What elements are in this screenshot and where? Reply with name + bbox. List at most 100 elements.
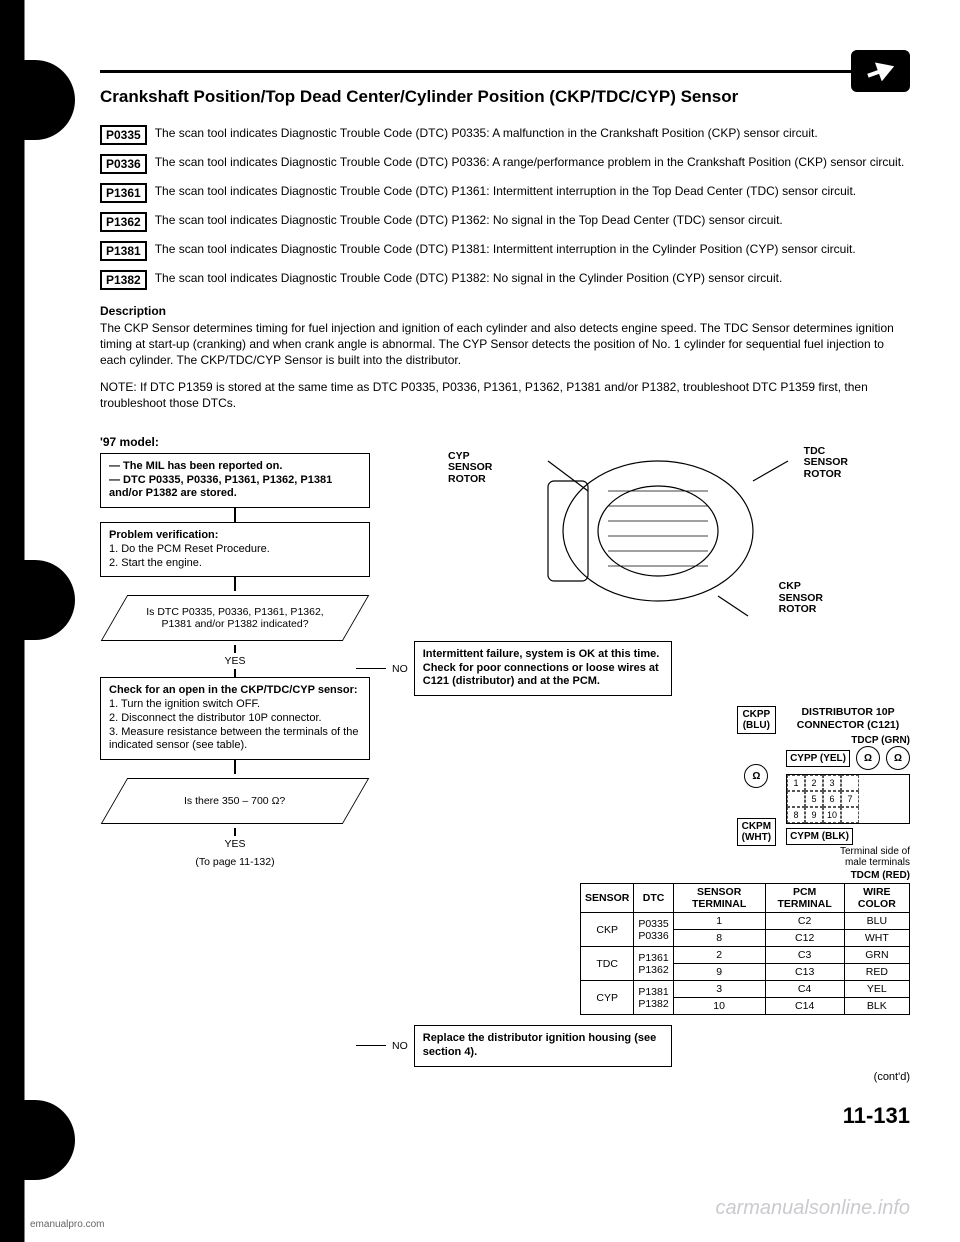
dtc-description: The scan tool indicates Diagnostic Troub… <box>155 154 910 170</box>
connector-pin <box>787 791 805 807</box>
flow-box-check-title: Check for an open in the CKP/TDC/CYP sen… <box>109 684 361 698</box>
table-cell: WHT <box>844 930 909 947</box>
table-cell: C13 <box>765 964 844 981</box>
table-header: PCM TERMINAL <box>765 884 844 913</box>
table-cell: 3 <box>673 981 765 998</box>
dtc-description: The scan tool indicates Diagnostic Troub… <box>155 241 910 257</box>
note-text: NOTE: If DTC P1359 is stored at the same… <box>100 379 910 411</box>
flow-box-check-item3: 3. Measure resistance between the termin… <box>109 726 361 754</box>
dtc-row: P1382The scan tool indicates Diagnostic … <box>100 270 910 290</box>
table-row: CYPP1381 P13823C4YEL <box>581 981 910 998</box>
connector-pin: 2 <box>805 775 823 791</box>
cypm-label: CYPM (BLK) <box>786 828 853 845</box>
flow-decision-dtc: Is DTC P0335, P0336, P1361, P1362, P1381… <box>101 595 370 641</box>
table-cell: BLU <box>844 913 909 930</box>
tdc-label: TDC SENSOR ROTOR <box>804 446 848 481</box>
no-label: NO <box>386 1040 414 1052</box>
yes-label: YES <box>100 838 370 850</box>
dtc-code-box: P1382 <box>100 270 147 290</box>
cypp-label: CYPP (YEL) <box>786 750 850 767</box>
table-cell: C4 <box>765 981 844 998</box>
flow-box-check-open: Check for an open in the CKP/TDC/CYP sen… <box>100 677 370 760</box>
connector-pin: 8 <box>787 807 805 823</box>
header-rule <box>100 70 910 73</box>
no-label: NO <box>386 663 414 675</box>
flow-box-check-item2: 2. Disconnect the distributor 10P connec… <box>109 712 361 726</box>
cyp-label: CYP SENSOR ROTOR <box>448 451 492 486</box>
ckpm-label: CKPM (WHT) <box>737 818 776 846</box>
table-cell: P1381 P1382 <box>634 981 673 1015</box>
connector-title: DISTRIBUTOR 10P CONNECTOR (C121) <box>786 706 910 731</box>
replace-distributor-box: Replace the distributor ignition housing… <box>414 1025 672 1067</box>
flow-box-check-item1: 1. Turn the ignition switch OFF. <box>109 698 361 712</box>
dtc-row: P1381 The scan tool indicates Diagnostic … <box>100 241 910 261</box>
table-header: SENSOR <box>581 884 634 913</box>
terminal-note: Terminal side of male terminals <box>386 846 910 868</box>
connector-pin: 9 <box>805 807 823 823</box>
table-cell: C3 <box>765 947 844 964</box>
flowchart-column: '97 model: — The MIL has been reported o… <box>100 421 370 1083</box>
flow-connector <box>234 508 236 522</box>
table-cell: 1 <box>673 913 765 930</box>
table-cell: 10 <box>673 998 765 1015</box>
table-cell: 8 <box>673 930 765 947</box>
watermark: carmanualsonline.info <box>715 1197 910 1220</box>
table-cell: C2 <box>765 913 844 930</box>
distributor-diagram: CYP SENSOR ROTOR TDC SENSOR ROTOR CKP SE… <box>488 421 808 631</box>
connector-pin: 3 <box>823 775 841 791</box>
table-cell: P1361 P1362 <box>634 947 673 981</box>
description-label: Description <box>100 304 910 318</box>
dtc-code-box: P1381 <box>100 241 147 261</box>
to-page-label: (To page 11-132) <box>100 856 370 868</box>
table-cell: C12 <box>765 930 844 947</box>
contd-label: (cont'd) <box>386 1071 910 1083</box>
ohm-icon: Ω <box>886 746 910 770</box>
flow-connector <box>234 577 236 591</box>
dtc-description: The scan tool indicates Diagnostic Troub… <box>155 212 910 228</box>
connector-pins: 1235678910 <box>786 774 910 824</box>
table-cell: C14 <box>765 998 844 1015</box>
dtc-row: P1362 The scan tool indicates Diagnostic … <box>100 212 910 232</box>
flow-connector <box>234 828 236 836</box>
ckp-label: CKP SENSOR ROTOR <box>779 581 823 616</box>
description-text: The CKP Sensor determines timing for fue… <box>100 320 910 369</box>
table-cell: 2 <box>673 947 765 964</box>
connector-pin <box>841 775 859 791</box>
flow-box-verification-item2: 2. Start the engine. <box>109 557 361 571</box>
flow-box-stored: — The MIL has been reported on. — DTC P0… <box>100 453 370 508</box>
table-row: TDCP1361 P13622C3GRN <box>581 947 910 964</box>
dtc-code-box: P1362 <box>100 212 147 232</box>
dtc-code-box: P1361 <box>100 183 147 203</box>
no-branch-line <box>356 668 386 669</box>
table-row: CKPP0335 P03361C2BLU <box>581 913 910 930</box>
ckpp-label: CKPP (BLU) <box>737 706 776 734</box>
dtc-row: P0336 The scan tool indicates Diagnostic … <box>100 154 910 174</box>
table-header: WIRE COLOR <box>844 884 909 913</box>
dtc-code-box: P0336 <box>100 154 147 174</box>
connector-pin: 6 <box>823 791 841 807</box>
dtc-row: P1361 The scan tool indicates Diagnostic … <box>100 183 910 203</box>
flow-connector <box>234 645 236 653</box>
dtc-description: The scan tool indicates Diagnostic Troub… <box>155 183 910 199</box>
dtc-code-box: P0335 <box>100 125 147 145</box>
flow-box-verification-title: Problem verification: <box>109 529 361 543</box>
tdcp-label: TDCP (GRN) <box>786 735 910 746</box>
connector-pin: 5 <box>805 791 823 807</box>
ohm-icon: Ω <box>744 764 768 788</box>
table-header: SENSOR TERMINAL <box>673 884 765 913</box>
flow-decision-resistance: Is there 350 – 700 Ω? <box>101 778 370 824</box>
table-cell: 9 <box>673 964 765 981</box>
flow-box-verification-item1: 1. Do the PCM Reset Procedure. <box>109 543 361 557</box>
table-cell: RED <box>844 964 909 981</box>
model-label: '97 model: <box>100 435 370 449</box>
flow-box-verification: Problem verification: 1. Do the PCM Rese… <box>100 522 370 577</box>
diagram-column: CYP SENSOR ROTOR TDC SENSOR ROTOR CKP SE… <box>386 421 910 1083</box>
table-cell: TDC <box>581 947 634 981</box>
table-cell: YEL <box>844 981 909 998</box>
table-cell: CKP <box>581 913 634 947</box>
table-cell: BLK <box>844 998 909 1015</box>
page-title: Crankshaft Position/Top Dead Center/Cyli… <box>100 87 910 107</box>
table-cell: GRN <box>844 947 909 964</box>
dtc-description: The scan tool indicates Diagnostic Troub… <box>155 125 910 141</box>
dtc-row: P0335 The scan tool indicates Diagnostic … <box>100 125 910 145</box>
